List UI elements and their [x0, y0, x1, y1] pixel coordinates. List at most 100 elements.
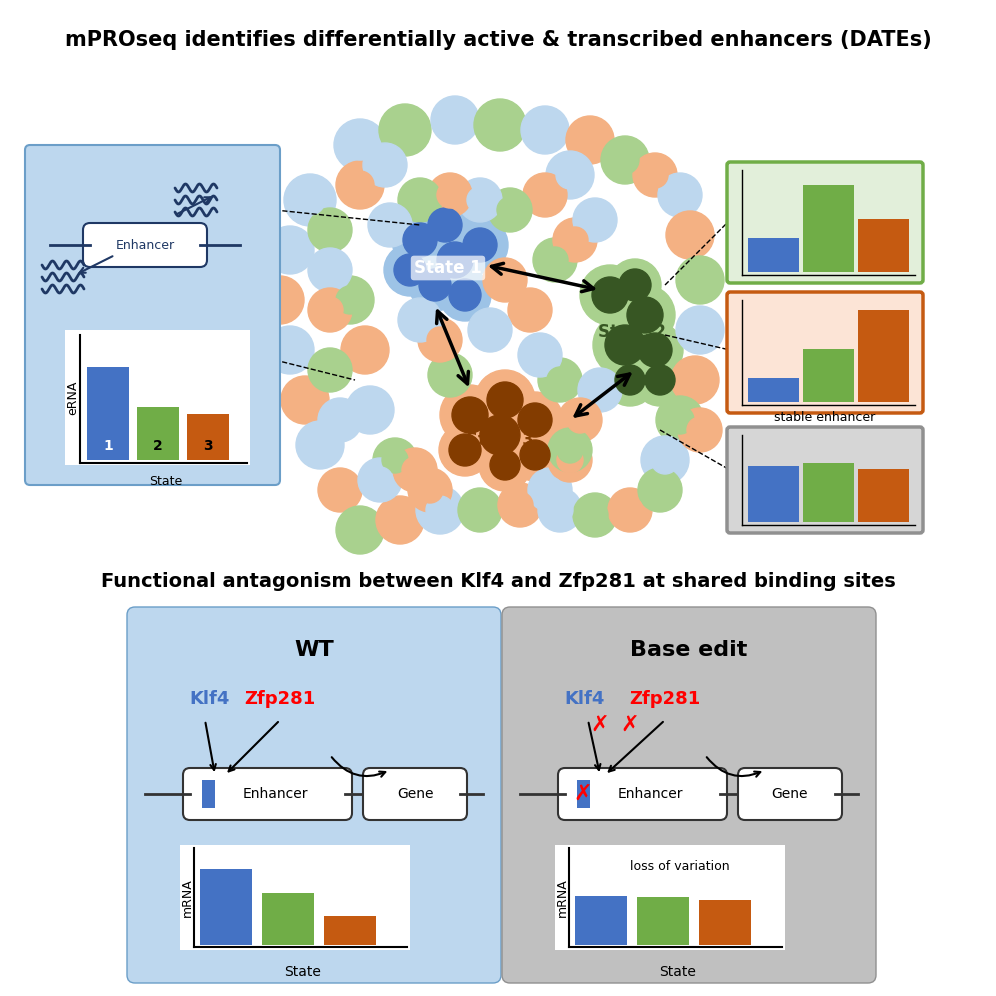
Circle shape — [266, 326, 314, 374]
Circle shape — [346, 386, 394, 434]
Circle shape — [467, 497, 493, 523]
Circle shape — [376, 496, 424, 544]
Circle shape — [390, 115, 420, 145]
Circle shape — [431, 96, 479, 144]
Text: State 1: State 1 — [414, 259, 482, 277]
Text: ✗: ✗ — [621, 715, 639, 735]
Circle shape — [398, 178, 442, 222]
Circle shape — [558, 398, 602, 442]
Circle shape — [656, 396, 704, 444]
Bar — [575, 895, 627, 945]
Circle shape — [306, 431, 334, 459]
Circle shape — [440, 385, 500, 445]
Bar — [699, 900, 751, 945]
Circle shape — [336, 506, 384, 554]
Circle shape — [553, 218, 597, 262]
Circle shape — [523, 173, 567, 217]
Circle shape — [517, 297, 543, 323]
Circle shape — [542, 247, 568, 273]
Circle shape — [417, 197, 473, 253]
Circle shape — [281, 376, 329, 424]
Bar — [803, 463, 854, 522]
Text: mRNA: mRNA — [180, 878, 193, 917]
FancyBboxPatch shape — [363, 768, 467, 820]
Circle shape — [676, 221, 704, 249]
Circle shape — [538, 358, 582, 402]
Circle shape — [449, 434, 481, 466]
FancyBboxPatch shape — [738, 768, 842, 820]
Circle shape — [567, 407, 593, 433]
Circle shape — [392, 212, 448, 268]
Bar — [202, 780, 215, 808]
Circle shape — [582, 207, 608, 233]
Circle shape — [507, 392, 563, 448]
Circle shape — [498, 483, 542, 527]
Circle shape — [428, 208, 462, 242]
Text: ✗: ✗ — [591, 715, 610, 735]
Circle shape — [317, 297, 343, 323]
Text: Enhancer: Enhancer — [243, 787, 308, 801]
Circle shape — [379, 104, 431, 156]
Circle shape — [377, 212, 403, 238]
Circle shape — [418, 318, 462, 362]
Circle shape — [308, 208, 352, 252]
Bar — [858, 219, 909, 272]
Circle shape — [317, 257, 343, 283]
Text: Klf4: Klf4 — [565, 690, 606, 708]
Circle shape — [327, 477, 353, 503]
Circle shape — [485, 110, 515, 140]
Circle shape — [437, 182, 463, 208]
Circle shape — [686, 266, 714, 294]
Circle shape — [537, 477, 563, 503]
Circle shape — [425, 230, 485, 290]
Circle shape — [671, 356, 719, 404]
Bar — [748, 377, 799, 402]
Circle shape — [548, 428, 592, 472]
Circle shape — [408, 468, 452, 512]
Circle shape — [666, 211, 714, 259]
Circle shape — [437, 362, 463, 388]
Circle shape — [428, 173, 472, 217]
Circle shape — [582, 502, 608, 528]
Circle shape — [609, 259, 661, 311]
Circle shape — [452, 397, 488, 433]
Circle shape — [317, 217, 343, 243]
Circle shape — [488, 188, 532, 232]
Circle shape — [437, 242, 473, 278]
Circle shape — [576, 126, 604, 154]
Circle shape — [266, 286, 294, 314]
Circle shape — [615, 285, 675, 345]
Text: Gene: Gene — [772, 787, 808, 801]
Circle shape — [566, 116, 614, 164]
Circle shape — [509, 429, 561, 481]
Circle shape — [573, 493, 617, 537]
Circle shape — [373, 438, 417, 482]
Circle shape — [336, 286, 364, 314]
Circle shape — [341, 326, 389, 374]
Circle shape — [647, 477, 673, 503]
Circle shape — [398, 298, 442, 342]
Circle shape — [384, 244, 436, 296]
Bar — [637, 897, 689, 945]
Circle shape — [521, 106, 569, 154]
Circle shape — [284, 174, 336, 226]
Circle shape — [427, 327, 453, 353]
Circle shape — [266, 226, 314, 274]
Circle shape — [687, 417, 713, 443]
Circle shape — [497, 197, 523, 223]
Circle shape — [368, 203, 412, 247]
Circle shape — [276, 236, 304, 264]
Circle shape — [419, 269, 451, 301]
Circle shape — [367, 467, 393, 493]
Circle shape — [580, 265, 640, 325]
Circle shape — [520, 440, 550, 470]
Circle shape — [441, 106, 469, 134]
Circle shape — [363, 143, 407, 187]
Circle shape — [487, 382, 523, 418]
Circle shape — [531, 116, 559, 144]
Circle shape — [627, 322, 683, 378]
Text: State 3: State 3 — [466, 431, 534, 449]
Circle shape — [638, 468, 682, 512]
Circle shape — [641, 436, 689, 484]
Circle shape — [528, 468, 572, 512]
